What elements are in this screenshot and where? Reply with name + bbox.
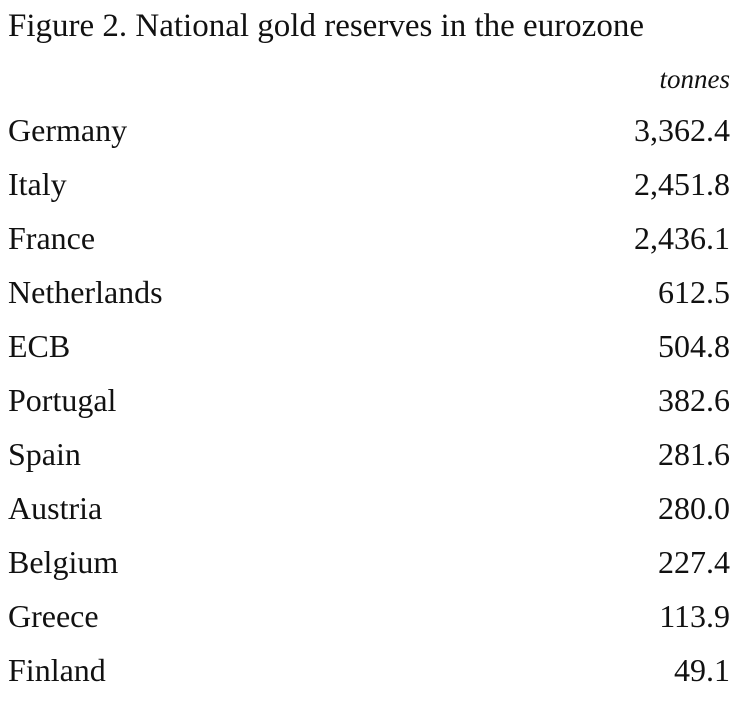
country: Italy bbox=[8, 166, 67, 202]
table-row: Italy 2,451.8 bbox=[8, 166, 730, 220]
table-row: Germany 3,362.4 bbox=[8, 112, 730, 166]
reserve-value: 3,362.4 bbox=[634, 112, 730, 148]
country: Greece bbox=[8, 598, 99, 634]
country: Spain bbox=[8, 436, 81, 472]
table-row: Netherlands 612.5 bbox=[8, 274, 730, 328]
country: Austria bbox=[8, 490, 103, 526]
country: Netherlands bbox=[8, 274, 163, 310]
reserve-value: 504.8 bbox=[658, 328, 730, 364]
country: Germany bbox=[8, 112, 128, 148]
reserve-value: 612.5 bbox=[658, 274, 730, 310]
table-row: ECB 504.8 bbox=[8, 328, 730, 382]
table-row: Finland 49.1 bbox=[8, 652, 730, 706]
unit-label: tonnes bbox=[659, 64, 731, 94]
reserve-value: 113.9 bbox=[659, 598, 730, 634]
country: ECB bbox=[8, 328, 71, 364]
country: Finland bbox=[8, 652, 106, 688]
table-row: France 2,436.1 bbox=[8, 220, 730, 274]
country: Belgium bbox=[8, 544, 119, 580]
reserve-value: 2,451.8 bbox=[634, 166, 730, 202]
reserve-value: 281.6 bbox=[658, 436, 730, 472]
table-row: Portugal 382.6 bbox=[8, 382, 730, 436]
country: France bbox=[8, 220, 96, 256]
table-row: Belgium 227.4 bbox=[8, 544, 730, 598]
reserve-value: 227.4 bbox=[658, 544, 730, 580]
title: Figure 2. National gold reserves in the … bbox=[8, 8, 644, 44]
reserve-value: 280.0 bbox=[658, 490, 730, 526]
table-row: Austria 280.0 bbox=[8, 490, 730, 544]
reserve-value: 49.1 bbox=[674, 652, 730, 688]
table-row: Greece 113.9 bbox=[8, 598, 730, 652]
country: Portugal bbox=[8, 382, 117, 418]
reserve-value: 382.6 bbox=[658, 382, 730, 418]
table-row: Spain 281.6 bbox=[8, 436, 730, 490]
reserve-value: 2,436.1 bbox=[634, 220, 730, 256]
